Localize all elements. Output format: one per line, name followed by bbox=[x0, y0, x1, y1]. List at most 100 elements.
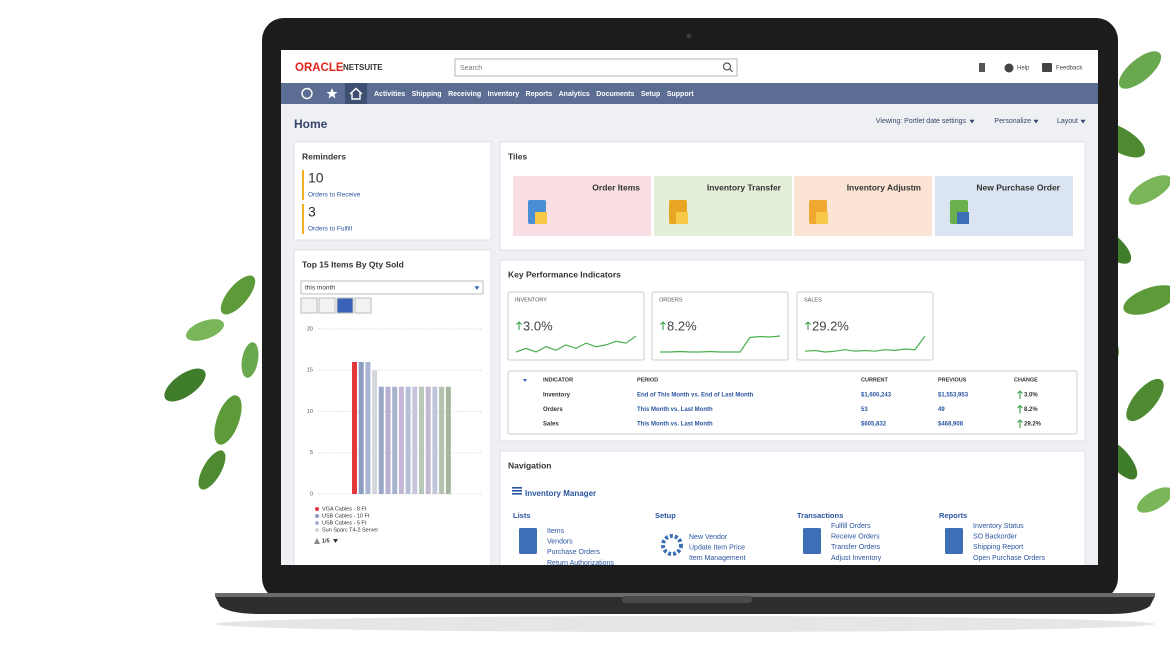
kpi-cell: 8.2% bbox=[1024, 407, 1038, 413]
nav-link[interactable]: Inventory Status bbox=[973, 523, 1024, 530]
tile-icon-detail bbox=[676, 212, 688, 224]
group-icon bbox=[661, 534, 683, 556]
nav-link[interactable]: Adjust Inventory bbox=[831, 555, 882, 562]
y-tick-label: 10 bbox=[307, 409, 313, 415]
nav-item[interactable]: Documents bbox=[596, 91, 634, 98]
kpi-cell[interactable]: This Month vs. Last Month bbox=[637, 422, 713, 428]
kpi-cell[interactable]: $605,832 bbox=[861, 422, 887, 428]
home-button[interactable] bbox=[345, 83, 367, 104]
bar bbox=[412, 386, 418, 494]
bar bbox=[378, 386, 384, 494]
chart-type-button[interactable] bbox=[354, 297, 372, 314]
feedback-link[interactable]: Feedback bbox=[1056, 66, 1083, 72]
kpi-change: 29.2% bbox=[812, 318, 849, 333]
bar bbox=[385, 386, 391, 494]
nav-link[interactable]: Purchase Orders bbox=[547, 549, 600, 556]
group-icon bbox=[945, 528, 963, 554]
nav-link[interactable]: Receive Orders bbox=[831, 534, 880, 541]
pager-next[interactable] bbox=[333, 539, 338, 543]
sparkline bbox=[660, 335, 781, 353]
portlet bbox=[293, 141, 492, 241]
chart-type-button[interactable] bbox=[336, 297, 354, 314]
page-title: Home bbox=[294, 117, 328, 131]
search-box[interactable] bbox=[454, 58, 738, 77]
legend-swatch bbox=[315, 521, 319, 525]
nav-link[interactable]: Return Authorizations bbox=[547, 560, 614, 567]
kpi-cell[interactable]: End of This Month vs. End of Last Month bbox=[637, 393, 754, 399]
nav-item[interactable]: Shipping bbox=[412, 91, 442, 98]
legend-label: USB Cables - 10 Ft bbox=[322, 513, 370, 519]
kpi-cell: Inventory bbox=[543, 393, 571, 399]
reminder-link[interactable]: Orders to Receive bbox=[308, 192, 361, 199]
personalize-menu[interactable]: Personalize bbox=[994, 118, 1031, 125]
feedback-icon[interactable] bbox=[1042, 63, 1052, 72]
tile-icon-detail bbox=[957, 212, 969, 224]
chart-type-button[interactable] bbox=[318, 297, 336, 314]
nav-item[interactable]: Reports bbox=[526, 91, 553, 98]
nav-link[interactable]: Open Purchase Orders bbox=[973, 555, 1045, 562]
bar bbox=[425, 386, 431, 494]
period-value: this month bbox=[305, 285, 335, 292]
dropdown-caret bbox=[523, 379, 527, 382]
tile-icon-detail bbox=[816, 212, 828, 224]
nav-item[interactable]: Activities bbox=[374, 91, 405, 98]
recent-icon[interactable] bbox=[301, 87, 313, 100]
group-icon bbox=[803, 528, 821, 554]
kpi-label: ORDERS bbox=[659, 297, 683, 303]
nav-group-title: Transactions bbox=[797, 511, 843, 520]
reminder-count: 10 bbox=[308, 170, 324, 186]
nav-item[interactable]: Receiving bbox=[448, 91, 481, 98]
help-icon[interactable] bbox=[1004, 63, 1014, 73]
search-placeholder: Search bbox=[460, 65, 482, 72]
nav-link[interactable]: Vendors bbox=[547, 539, 573, 546]
kpi-column-header: CHANGE bbox=[1014, 377, 1038, 383]
nav-item[interactable]: Setup bbox=[641, 91, 660, 98]
nav-link[interactable]: SO Backorder bbox=[973, 534, 1018, 541]
kpi-card bbox=[796, 291, 934, 361]
dropdown-caret bbox=[474, 286, 480, 290]
nav-link[interactable]: Transfer Orders bbox=[831, 544, 881, 551]
nav-link[interactable]: Item Management bbox=[689, 555, 745, 562]
kpi-cell: 29.2% bbox=[1024, 422, 1042, 428]
nav-item[interactable]: Support bbox=[667, 91, 694, 98]
nav-link[interactable]: Items bbox=[547, 528, 565, 535]
kpi-column-header: PREVIOUS bbox=[938, 377, 967, 383]
up-arrow bbox=[1017, 404, 1023, 414]
favorites-icon[interactable] bbox=[326, 88, 338, 99]
kpi-cell[interactable]: This Month vs. Last Month bbox=[637, 407, 713, 413]
nav-item[interactable]: Analytics bbox=[559, 91, 590, 98]
laptop-notch bbox=[622, 596, 752, 603]
kpi-cell[interactable]: $468,908 bbox=[938, 422, 964, 428]
kpi-cell[interactable]: 49 bbox=[938, 407, 945, 413]
period-select[interactable] bbox=[300, 280, 484, 295]
help-link[interactable]: Help bbox=[1017, 66, 1030, 72]
reminder-bar bbox=[302, 204, 304, 234]
kpi-change: 8.2% bbox=[667, 318, 697, 333]
kpi-cell[interactable]: $1,553,953 bbox=[938, 393, 969, 399]
nav-link[interactable]: New Vendor bbox=[689, 534, 728, 541]
chart-type-button[interactable] bbox=[300, 297, 318, 314]
legend-swatch bbox=[315, 528, 319, 532]
tile-label: Inventory Transfer bbox=[707, 182, 782, 192]
legend-swatch bbox=[315, 514, 319, 518]
nav-group-title: Reports bbox=[939, 511, 967, 520]
kpi-cell[interactable]: 53 bbox=[861, 407, 868, 413]
legend-label: VGA Cables - 8 Ft bbox=[322, 506, 367, 512]
layout-menu[interactable]: Layout bbox=[1057, 118, 1078, 125]
nav-item[interactable]: Inventory bbox=[488, 91, 520, 98]
bar bbox=[405, 386, 411, 494]
bar bbox=[432, 386, 438, 494]
reminder-link[interactable]: Orders to Fulfill bbox=[308, 226, 353, 233]
laptop-base bbox=[215, 596, 1155, 614]
nav-link[interactable]: Shipping Report bbox=[973, 544, 1023, 551]
user-icon[interactable] bbox=[979, 63, 985, 72]
nav-link[interactable]: Update Item Price bbox=[689, 545, 745, 552]
camera bbox=[686, 33, 692, 39]
logo-oracle: ORACLE bbox=[295, 62, 344, 74]
nav-link[interactable]: Fulfill Orders bbox=[831, 523, 871, 530]
screen: ORACLE NETSUITE Search Help Feedback Activiti… bbox=[281, 50, 1098, 567]
viewing-settings[interactable]: Viewing: Portlet date settings bbox=[876, 118, 967, 125]
kpi-cell[interactable]: $1,600,243 bbox=[861, 393, 892, 399]
home-icon bbox=[349, 87, 363, 100]
